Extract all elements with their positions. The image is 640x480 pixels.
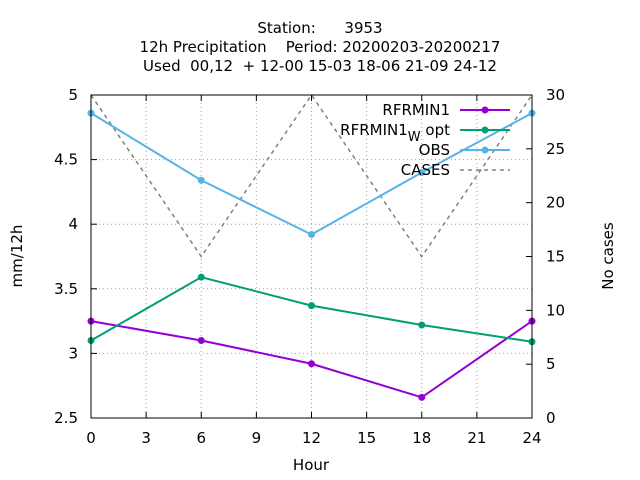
y2-tick-label: 15 <box>546 248 565 266</box>
y-tick-label: 3.5 <box>54 280 78 298</box>
x-tick-label: 0 <box>86 429 96 447</box>
data-point <box>197 336 205 344</box>
y2-tick-label: 20 <box>546 194 565 212</box>
x-tick-label: 18 <box>412 429 431 447</box>
legend-label: OBS <box>419 141 450 159</box>
y2-tick-label: 5 <box>546 355 556 373</box>
x-tick-label: 12 <box>302 429 321 447</box>
y-tick-label: 4.5 <box>54 151 78 169</box>
y-tick-label: 2.5 <box>54 409 78 427</box>
data-point <box>308 360 315 368</box>
legend-marker <box>481 106 489 114</box>
x-axis-label: Hour <box>293 456 330 474</box>
y2-tick-label: 30 <box>546 86 565 104</box>
x-tick-label: 21 <box>467 429 486 447</box>
y-tick-label: 4 <box>68 215 78 233</box>
title-line-1: Station: 3953 <box>257 19 382 37</box>
data-point <box>418 169 426 177</box>
legend-label: RFRMIN1 <box>382 101 450 119</box>
data-point <box>418 321 426 329</box>
x-tick-label: 9 <box>252 429 262 447</box>
y-tick-label: 3 <box>68 344 78 362</box>
data-point <box>197 176 205 184</box>
grid <box>91 95 532 418</box>
y-axis-label: mm/12h <box>8 225 26 288</box>
y2-tick-label: 10 <box>546 301 565 319</box>
legend-marker <box>481 146 489 154</box>
legend-label: CASES <box>401 161 450 179</box>
legend-marker <box>481 126 489 134</box>
x-tick-label: 24 <box>522 429 541 447</box>
axis-ticks: 0 3 6 9 12 15 18 21 24 2.5 3 3.5 4 4.5 5 0 5 10 15 20 25 30 <box>54 86 565 447</box>
data-point <box>418 393 426 401</box>
x-tick-label: 15 <box>357 429 376 447</box>
x-tick-label: 3 <box>141 429 151 447</box>
y2-tick-label: 0 <box>546 409 556 427</box>
data-point <box>308 302 315 310</box>
data-point <box>197 273 205 281</box>
series-line-cases <box>90 93 533 258</box>
y2-tick-label: 25 <box>546 140 565 158</box>
y-tick-label: 5 <box>68 86 78 104</box>
x-tick-label: 6 <box>196 429 206 447</box>
data-point <box>308 231 315 239</box>
title-line-2: 12h Precipitation Period: 20200203-20200… <box>140 38 501 56</box>
y2-axis-label: No cases <box>599 222 617 290</box>
title-line-3: Used 00,12 + 12-00 15-03 18-06 21-09 24-… <box>143 57 497 75</box>
legend-label: RFRMIN1W opt <box>340 121 450 145</box>
